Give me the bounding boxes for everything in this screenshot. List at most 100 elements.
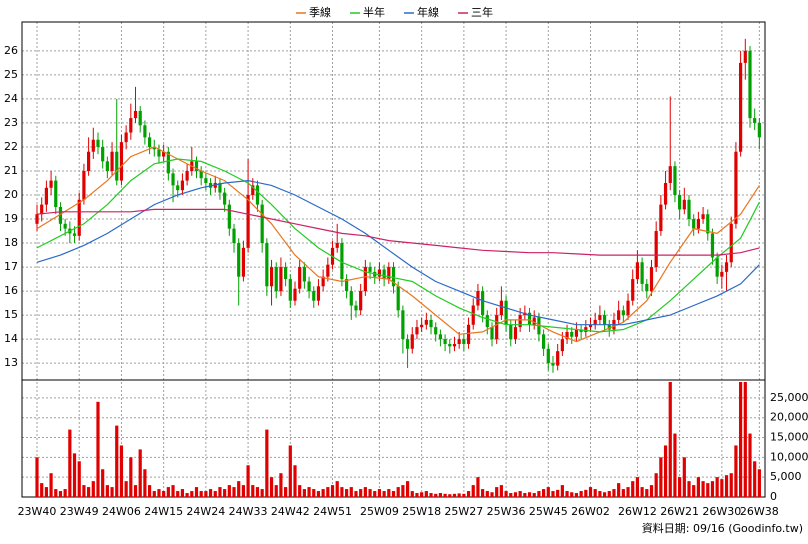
volume-bar — [237, 481, 241, 497]
volume-bar — [471, 485, 475, 497]
volume-bar — [321, 489, 325, 497]
candle-body — [199, 170, 203, 179]
volume-bar — [82, 485, 86, 497]
candle-body — [499, 300, 503, 316]
candle-body — [734, 151, 738, 224]
volume-bar — [58, 491, 63, 497]
candle-body — [420, 324, 424, 328]
candle-body — [678, 194, 682, 210]
volume-bar — [415, 493, 419, 497]
candle-body — [546, 348, 550, 364]
volume-bar — [110, 487, 114, 497]
volume-bar — [133, 485, 138, 497]
candle-body — [49, 180, 53, 188]
volume-bar — [354, 491, 358, 497]
y-tick-label: 16 — [4, 284, 18, 297]
candle-body — [359, 291, 363, 311]
candle-body — [147, 137, 152, 147]
volume-bar — [298, 485, 302, 497]
y-tick-label: 22 — [4, 140, 18, 153]
candle-body — [513, 327, 518, 340]
candle-body — [274, 267, 278, 292]
candle-body — [77, 199, 81, 236]
volume-bar — [556, 489, 560, 497]
candle-body — [673, 166, 677, 195]
candle-body — [166, 151, 170, 174]
volume-bar — [260, 489, 264, 497]
volume-bar — [448, 494, 452, 497]
volume-bar — [171, 485, 175, 497]
candle-body — [466, 324, 471, 344]
x-tick-label: 23W40 — [18, 505, 57, 518]
volume-bar — [438, 493, 443, 497]
volume-bar — [246, 465, 250, 497]
candle-body — [649, 267, 654, 292]
volume-bar — [63, 489, 67, 497]
candle-body — [570, 331, 574, 337]
candle-body — [58, 207, 63, 224]
candle-body — [265, 243, 269, 287]
volume-bar — [251, 485, 255, 497]
volume-bar — [617, 483, 621, 497]
volume-bar — [429, 493, 433, 497]
candle-body — [115, 151, 119, 181]
x-tick-label: 25W27 — [444, 505, 483, 518]
volume-bar — [176, 491, 180, 497]
volume-bar — [326, 487, 330, 497]
volume-bar — [49, 473, 53, 497]
candle-body — [448, 343, 452, 347]
volume-bar — [302, 489, 306, 497]
candle-body — [185, 170, 189, 181]
volume-bar — [91, 481, 95, 497]
candle-body — [631, 279, 635, 301]
candle-body — [251, 185, 255, 195]
candle-body — [129, 118, 133, 133]
legend-label: 季線 — [309, 5, 331, 19]
legend-label: 年線 — [417, 5, 439, 19]
y-tick-label: 14 — [4, 332, 18, 345]
x-tick-label: 25W18 — [402, 505, 441, 518]
candle-body — [349, 291, 353, 306]
x-tick-label: 23W49 — [60, 505, 99, 518]
volume-bar — [724, 475, 729, 497]
x-tick-label: 26W38 — [740, 505, 779, 518]
candle-body — [415, 327, 419, 335]
volume-bar — [213, 491, 217, 497]
volume-bar — [194, 487, 199, 497]
candle-body — [485, 315, 489, 328]
volume-bar — [316, 491, 321, 497]
volume-bar — [349, 487, 353, 497]
volume-bar — [434, 493, 438, 497]
volume-bar — [574, 493, 579, 497]
candle-body — [429, 319, 433, 328]
moving-average-line — [36, 179, 760, 326]
candle-body — [495, 315, 499, 340]
candle-body — [668, 166, 672, 183]
candle-body — [237, 243, 241, 277]
volume-tick-label: 25,000 — [770, 391, 808, 404]
y-tick-label: 23 — [4, 116, 18, 129]
candle-body — [593, 319, 597, 325]
volume-bar — [734, 445, 738, 497]
volume-bar — [391, 491, 396, 497]
volume-bar — [265, 429, 269, 497]
candle-body — [382, 269, 386, 280]
candle-body — [560, 339, 564, 352]
candle-body — [354, 305, 358, 311]
volume-bar — [96, 401, 100, 497]
candle-body — [757, 122, 761, 138]
volume-bar — [588, 487, 593, 497]
volume-bar — [269, 477, 274, 497]
candle-body — [143, 125, 147, 138]
volume-bar — [532, 493, 536, 497]
y-tick-label: 26 — [4, 44, 18, 57]
volume-bar — [509, 493, 513, 497]
candle-body — [162, 151, 166, 157]
volume-bar — [255, 487, 260, 497]
volume-bar — [44, 487, 48, 497]
volume-bar — [307, 487, 311, 497]
volume-bar — [631, 481, 635, 497]
candle-body — [635, 262, 640, 280]
volume-bar — [612, 489, 616, 497]
